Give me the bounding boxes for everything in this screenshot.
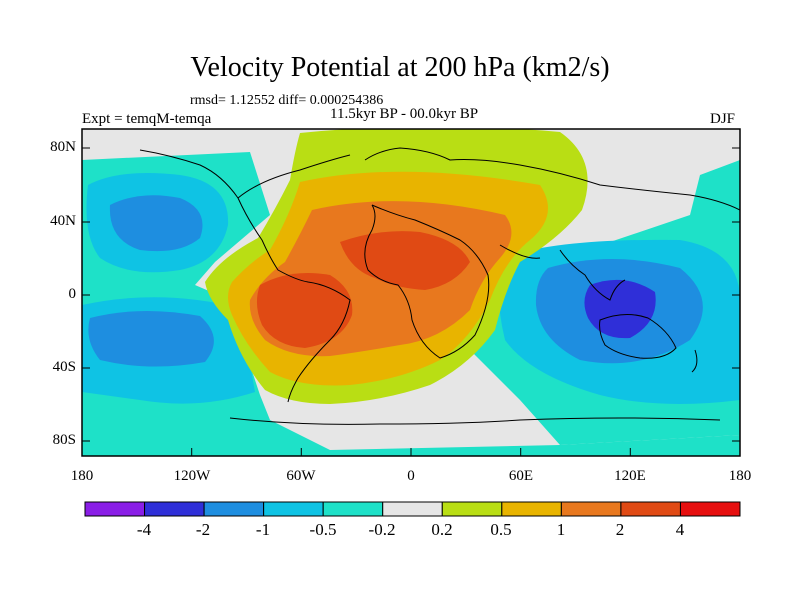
lon-label-180e: 180 bbox=[728, 468, 752, 484]
colorbar bbox=[84, 501, 741, 517]
red-orange-core-africa bbox=[340, 231, 470, 290]
red-orange-core-south-america bbox=[256, 272, 353, 348]
lat-label-80s: 80S bbox=[52, 432, 76, 448]
lon-label-120e: 120E bbox=[614, 468, 646, 484]
latitude-ticks bbox=[82, 147, 740, 442]
colorbar-label: -1 bbox=[255, 520, 271, 539]
colorbar-swatch bbox=[501, 501, 562, 517]
experiment-label: Expt = temqM-temqa bbox=[82, 111, 212, 127]
colorbar-label: 2 bbox=[615, 520, 625, 539]
colorbar-swatch bbox=[441, 501, 503, 517]
season-label: DJF bbox=[710, 111, 736, 127]
blue-core-north-pacific bbox=[109, 195, 203, 252]
lon-label-120w: 120W bbox=[173, 468, 211, 484]
lon-label-60w: 60W bbox=[286, 468, 316, 484]
lon-label-0: 0 bbox=[407, 468, 415, 484]
colorbar-swatch bbox=[322, 501, 384, 517]
time-period: 11.5kyr BP - 00.0kyr BP bbox=[330, 106, 479, 122]
colorbar-swatch bbox=[382, 501, 443, 517]
colorbar-swatch bbox=[144, 501, 205, 517]
colorbar-swatch bbox=[620, 501, 681, 517]
blue-core-south-pacific bbox=[88, 310, 214, 367]
colorbar-label: 0.2 bbox=[431, 520, 453, 539]
rmsd-diff-stats: rmsd= 1.12552 diff= 0.000254386 bbox=[190, 93, 384, 108]
contour-field bbox=[82, 129, 740, 456]
coastlines bbox=[139, 147, 740, 425]
lat-label-40s: 40S bbox=[52, 359, 76, 375]
colorbar-label: -0.5 bbox=[309, 520, 337, 539]
lat-label-40n: 40N bbox=[50, 213, 76, 229]
lat-label-80n: 80N bbox=[50, 139, 76, 155]
map-title: Velocity Potential at 200 hPa (km2/s) bbox=[190, 52, 610, 83]
colorbar-label: 4 bbox=[675, 520, 685, 539]
colorbar-label: -2 bbox=[195, 520, 211, 539]
colorbar-swatch bbox=[263, 501, 324, 517]
colorbar-label: 1 bbox=[556, 520, 566, 539]
colorbar-label: -4 bbox=[136, 520, 152, 539]
longitude-ticks bbox=[81, 448, 741, 456]
colorbar-swatch bbox=[560, 501, 622, 517]
colorbar-swatch bbox=[679, 501, 741, 517]
colorbar-swatch bbox=[203, 501, 265, 517]
colorbar-label: 0.5 bbox=[490, 520, 512, 539]
lon-label-60e: 60E bbox=[508, 468, 534, 484]
colorbar-swatch bbox=[84, 501, 146, 517]
colorbar-label: -0.2 bbox=[368, 520, 396, 539]
lon-label-180w: 180 bbox=[70, 468, 94, 484]
lat-label-0: 0 bbox=[68, 286, 77, 302]
